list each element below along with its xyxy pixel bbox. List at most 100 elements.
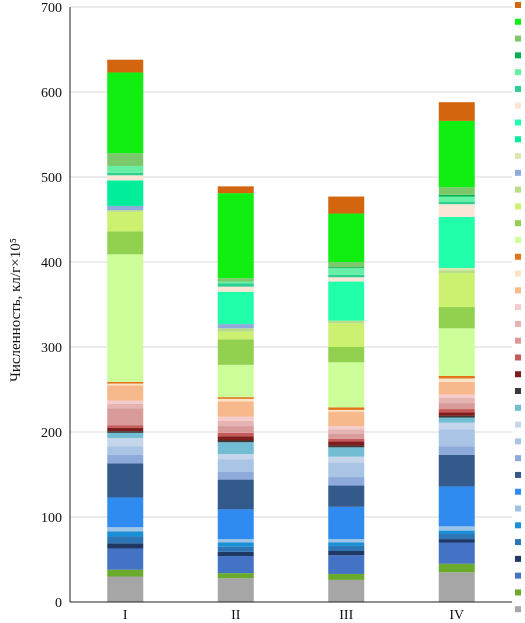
bar-segment: [438, 270, 475, 274]
bar-segment: [107, 210, 144, 212]
bar-segment: [328, 477, 365, 486]
legend-swatch: [515, 522, 521, 529]
bar-segment: [438, 572, 475, 602]
bar-segment: [107, 400, 144, 404]
y-tick-label: 100: [41, 511, 62, 526]
bar-segment: [328, 267, 365, 268]
legend-swatch: [515, 153, 521, 160]
bar-segment: [438, 267, 475, 271]
bar-segment: [107, 165, 144, 173]
bar-segment: [217, 440, 254, 443]
legend: [515, 2, 521, 613]
bar-segment: [107, 59, 144, 73]
legend-swatch: [515, 455, 521, 462]
bar-segment: [217, 546, 254, 552]
y-axis-title: Численность, кл/г×10⁵: [8, 238, 24, 382]
bar-segment: [328, 447, 365, 457]
bar-segment: [438, 196, 475, 202]
bar-segment: [438, 204, 475, 217]
bar-segment: [107, 172, 144, 176]
bar-segment: [438, 273, 475, 308]
bar-segment: [328, 407, 365, 410]
legend-swatch: [515, 287, 521, 294]
bar-segment: [328, 347, 365, 363]
bar-segment: [438, 216, 475, 268]
x-tick-label: III: [339, 608, 353, 623]
bar-segment: [107, 446, 144, 455]
bar-segment: [438, 422, 475, 430]
x-tick-label: I: [123, 608, 128, 623]
bar-segment: [217, 471, 254, 480]
legend-swatch: [515, 606, 521, 613]
legend-swatch: [515, 505, 521, 512]
bar-segment: [107, 425, 144, 428]
bar-segment: [438, 539, 475, 543]
legend-swatch: [515, 35, 521, 42]
legend-swatch: [515, 337, 521, 344]
bar-segment: [217, 291, 254, 325]
legend-swatch: [515, 471, 521, 478]
bar-segment: [107, 497, 144, 528]
bar-segment: [107, 211, 144, 232]
bar-segment: [328, 267, 365, 275]
legend-swatch: [515, 2, 521, 8]
legend-swatch: [515, 186, 521, 193]
bar-segment: [438, 120, 475, 188]
bar-segment: [107, 432, 144, 438]
legend-swatch: [515, 220, 521, 227]
bar-segment: [107, 576, 144, 602]
bar-segment: [438, 415, 475, 418]
bar-segment: [217, 551, 254, 557]
bar-segment: [438, 102, 475, 121]
legend-swatch: [515, 589, 521, 596]
legend-swatch: [515, 69, 521, 76]
bar-segment: [438, 307, 475, 329]
bar-segment: [328, 429, 365, 434]
bar-segment: [328, 441, 365, 446]
y-tick-label: 500: [41, 171, 62, 186]
bar-segment: [438, 328, 475, 376]
x-tick-label: II: [231, 608, 241, 623]
bar-segment: [107, 427, 144, 432]
bar-segment: [438, 201, 475, 205]
legend-swatch: [515, 119, 521, 126]
bar-segment: [438, 563, 475, 573]
bar-segment: [217, 542, 254, 547]
bar-segment: [217, 426, 254, 433]
bar-segment: [217, 281, 254, 284]
bar-segment: [328, 462, 365, 478]
legend-swatch: [515, 136, 521, 143]
y-tick-labels: 0 100 200 300 400 500 600 700: [41, 1, 62, 611]
bar-segment: [217, 556, 254, 574]
legend-swatch: [515, 304, 521, 311]
bar-segment: [217, 324, 254, 329]
y-tick-label: 400: [41, 256, 62, 271]
bar-segment: [217, 286, 254, 292]
bar-segment: [438, 187, 475, 195]
x-tick-label: IV: [449, 608, 464, 623]
bar-segment: [107, 527, 144, 532]
legend-swatch: [515, 354, 521, 361]
bar-segment: [328, 433, 365, 439]
bar-segment: [217, 459, 254, 472]
bar-segment: [107, 175, 144, 181]
bar-segment: [328, 196, 365, 214]
legend-swatch: [515, 539, 521, 546]
bar-segment: [217, 420, 254, 427]
legend-swatch: [515, 203, 521, 210]
bar-segment: [217, 539, 254, 543]
bar-segment: [328, 539, 365, 543]
bar-segment: [328, 456, 365, 463]
bar-segment: [438, 412, 475, 416]
bar-segment: [107, 381, 144, 384]
bar-segment: [107, 531, 144, 537]
bar-segment: [107, 408, 144, 426]
bar-segment: [328, 262, 365, 268]
legend-swatch: [515, 236, 521, 243]
legend-swatch: [515, 18, 521, 25]
bar-segment: [107, 254, 144, 382]
bar-segment: [328, 445, 365, 448]
bar-segment: [107, 569, 144, 577]
legend-swatch: [515, 320, 521, 327]
legend-swatch: [515, 438, 521, 445]
